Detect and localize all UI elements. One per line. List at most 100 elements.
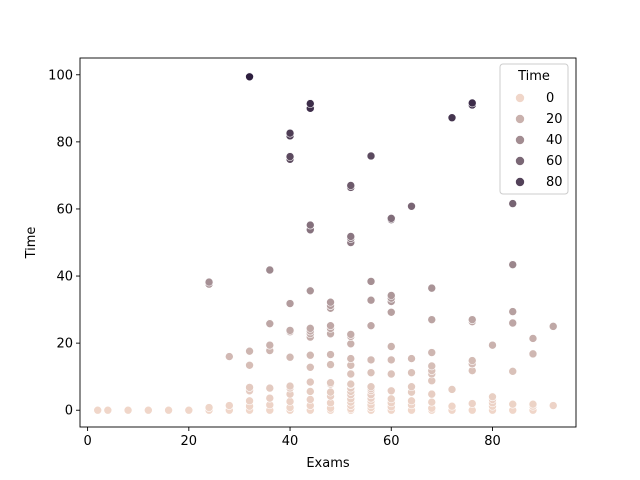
data-point xyxy=(144,405,153,415)
data-point xyxy=(386,386,396,396)
data-point xyxy=(245,72,254,82)
data-point xyxy=(407,382,416,392)
data-point xyxy=(407,396,416,406)
data-point xyxy=(285,397,295,406)
data-point xyxy=(305,395,315,404)
legend-entries: 0 20 40 60 80 xyxy=(515,91,563,190)
data-point xyxy=(265,383,275,393)
data-point xyxy=(447,401,457,411)
data-point xyxy=(467,315,477,324)
data-point xyxy=(528,399,538,409)
data-point xyxy=(265,265,275,275)
x-tick-label: 0 xyxy=(83,434,91,449)
y-axis-label: Time xyxy=(24,227,39,260)
data-point xyxy=(285,152,295,161)
y-tick-label: 20 xyxy=(56,337,73,352)
data-point xyxy=(285,128,295,138)
axes-layer xyxy=(79,57,577,428)
data-point xyxy=(285,381,295,391)
data-point xyxy=(346,369,356,379)
x-tick-label: 20 xyxy=(181,434,198,449)
x-tick-label: 40 xyxy=(282,434,299,449)
legend: Time 0 20 40 60 80 xyxy=(499,63,569,195)
data-point xyxy=(386,342,396,351)
data-point xyxy=(508,199,518,208)
data-point xyxy=(447,113,457,123)
legend-entry-label: 80 xyxy=(546,175,563,190)
data-point xyxy=(366,151,376,161)
data-point xyxy=(305,377,315,387)
points-layer xyxy=(93,72,558,415)
y-tick-label: 80 xyxy=(56,135,73,150)
data-point xyxy=(305,387,315,396)
data-point xyxy=(386,291,396,300)
data-point xyxy=(346,339,356,349)
data-point xyxy=(548,322,558,331)
data-point xyxy=(508,318,518,328)
data-point xyxy=(245,346,254,356)
legend-entry-label: 60 xyxy=(546,154,563,169)
legend-marker xyxy=(515,114,525,124)
data-point xyxy=(528,349,538,359)
data-point xyxy=(285,299,295,308)
data-point xyxy=(245,383,254,392)
data-point xyxy=(225,401,234,410)
legend-entry-label: 0 xyxy=(546,91,554,106)
data-point xyxy=(326,387,335,397)
data-point xyxy=(103,405,113,415)
data-point xyxy=(305,286,315,296)
data-point xyxy=(285,326,295,335)
legend-title: Time xyxy=(517,69,550,84)
data-point xyxy=(245,360,254,370)
data-point xyxy=(346,330,356,339)
data-point xyxy=(467,98,477,108)
data-point xyxy=(265,319,275,328)
data-point xyxy=(508,260,518,269)
legend-marker xyxy=(515,135,525,145)
data-point xyxy=(366,368,376,377)
data-point xyxy=(508,307,518,316)
data-point xyxy=(488,392,497,402)
data-point xyxy=(265,393,275,403)
y-tick-label: 60 xyxy=(56,202,73,217)
x-axis-label: Exams xyxy=(306,456,350,471)
data-point xyxy=(225,352,234,361)
data-point xyxy=(305,350,315,360)
data-point xyxy=(164,405,173,415)
data-point xyxy=(346,379,356,389)
data-point xyxy=(123,405,133,415)
data-point xyxy=(346,181,356,190)
plot-frame xyxy=(79,57,577,428)
data-point xyxy=(386,307,396,317)
data-point xyxy=(427,348,437,357)
data-point xyxy=(326,297,335,307)
data-point xyxy=(427,389,437,399)
data-point xyxy=(548,401,558,410)
data-point xyxy=(427,315,437,324)
data-point xyxy=(508,367,518,376)
data-point xyxy=(386,369,396,379)
data-point xyxy=(305,220,315,230)
data-point xyxy=(285,352,295,362)
data-point xyxy=(184,405,194,415)
data-point xyxy=(265,340,275,350)
data-point xyxy=(326,350,335,359)
data-point xyxy=(204,277,214,287)
legend-entry-label: 40 xyxy=(546,133,563,148)
data-point xyxy=(407,354,416,363)
data-point xyxy=(467,399,477,408)
data-point xyxy=(508,399,518,409)
data-point xyxy=(305,99,315,108)
data-point xyxy=(488,340,497,350)
data-point xyxy=(326,321,335,330)
data-point xyxy=(407,201,416,211)
y-tick-label: 40 xyxy=(56,270,73,285)
legend-marker xyxy=(515,177,525,187)
data-point xyxy=(93,405,103,415)
data-point xyxy=(447,385,457,394)
data-point xyxy=(305,324,315,333)
data-point xyxy=(386,355,396,365)
legend-marker xyxy=(515,156,525,166)
data-point xyxy=(386,394,396,404)
